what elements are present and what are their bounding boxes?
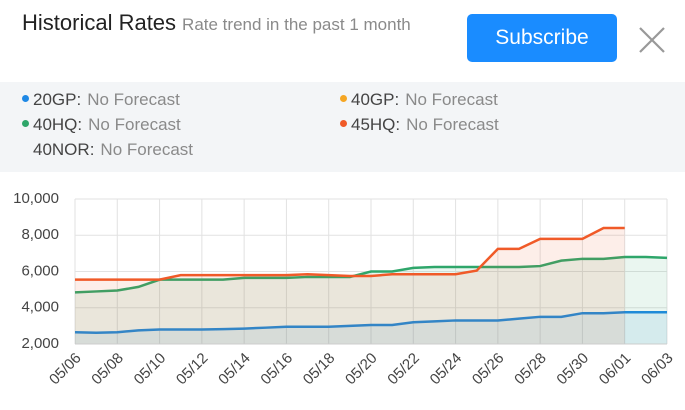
x-tick-label: 05/24 [427, 350, 466, 389]
legend-dot [22, 120, 29, 128]
legend-dot [340, 120, 347, 128]
legend-item: 40NOR: No Forecast [22, 140, 193, 160]
y-tick-label: 10,000 [13, 190, 59, 207]
y-tick-label: 4,000 [21, 299, 59, 316]
legend-colon: : [76, 90, 82, 109]
legend-status: No Forecast [406, 115, 499, 134]
x-tick-label: 06/01 [596, 350, 635, 389]
x-tick-label: 05/06 [46, 350, 85, 389]
legend-colon: : [89, 140, 95, 159]
x-tick-label: 05/28 [511, 350, 550, 389]
legend-name: 40NOR [33, 140, 90, 159]
y-tick-label: 6,000 [21, 262, 59, 279]
x-tick-label: 05/22 [384, 350, 423, 389]
legend-name: 40GP [351, 90, 395, 109]
legend-colon: : [77, 115, 83, 134]
x-tick-label: 05/08 [88, 350, 127, 389]
x-tick-label: 05/10 [131, 350, 170, 389]
legend-item: 40HQ: No Forecast [22, 115, 181, 135]
legend-status: No Forecast [100, 140, 194, 159]
x-tick-label: 05/30 [553, 350, 592, 389]
legend-name: 45HQ [351, 115, 396, 134]
series-area [75, 228, 625, 344]
legend-status: No Forecast [405, 90, 498, 109]
legend-item: 20GP: No Forecast [22, 90, 180, 110]
y-tick-label: 8,000 [21, 226, 59, 243]
x-tick-label: 05/16 [257, 350, 296, 389]
legend-colon: : [395, 115, 401, 134]
close-button[interactable] [638, 26, 666, 54]
header: Historical Rates Rate trend in the past 1… [22, 8, 442, 41]
series-line [75, 226, 625, 281]
x-tick-label: 05/26 [469, 350, 508, 389]
legend: 20GP: No Forecast 40GP: No Forecast 40HQ: No … [0, 82, 685, 172]
x-tick-label: 05/20 [342, 350, 381, 389]
legend-name: 40HQ [33, 115, 78, 134]
x-tick-label: 06/03 [638, 350, 677, 389]
x-tick-label: 05/14 [215, 350, 254, 389]
subtitle: Rate trend in the past 1 month [182, 15, 411, 34]
legend-status: No Forecast [88, 115, 181, 134]
series-line [74, 311, 667, 335]
series-line [74, 255, 668, 294]
legend-name: 20GP [33, 90, 77, 109]
subscribe-button[interactable]: Subscribe [467, 14, 617, 62]
x-tick-label: 05/12 [173, 350, 212, 389]
series-area [75, 312, 667, 344]
series-area [75, 257, 667, 344]
legend-colon: : [394, 90, 400, 109]
title: Historical Rates [22, 10, 177, 35]
legend-dot [22, 95, 29, 103]
legend-item: 40GP: No Forecast [340, 90, 498, 110]
legend-item: 45HQ: No Forecast [340, 115, 499, 135]
legend-dot [340, 95, 347, 103]
x-tick-label: 05/18 [300, 350, 339, 389]
y-tick-label: 2,000 [21, 335, 59, 352]
legend-status: No Forecast [87, 90, 180, 109]
